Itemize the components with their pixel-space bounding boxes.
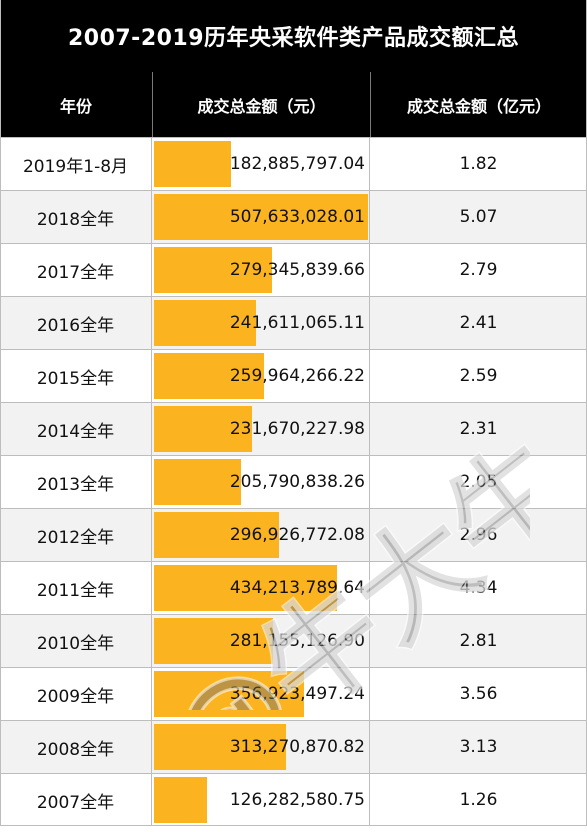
cell-total-yi: 2.79 — [459, 260, 498, 280]
table-row: 2009全年 356,923,497.24 3.56 — [0, 667, 587, 720]
total-yuan-value: 313,270,870.82 — [229, 737, 365, 757]
amount-bar — [154, 141, 231, 187]
cell-total-yi: 1.82 — [459, 154, 498, 174]
table-row: 2018全年 507,633,028.01 5.07 — [0, 190, 587, 243]
cell-total-yuan: 231,670,227.98 — [152, 403, 370, 455]
cell-total-yuan: 241,611,065.11 — [152, 297, 370, 349]
table-bottom-border — [0, 825, 587, 826]
amount-bar — [154, 618, 273, 664]
cell-total-yi: 2.81 — [459, 631, 498, 651]
cell-total-yuan: 313,270,870.82 — [152, 721, 370, 773]
total-yuan-value: 281,155,126.90 — [229, 631, 365, 651]
cell-total-yi: 3.56 — [459, 684, 498, 704]
header-year: 年份 — [59, 96, 92, 116]
table-row: 2017全年 279,345,839.66 2.79 — [0, 243, 587, 296]
amount-bar — [154, 353, 264, 399]
cell-total-yi: 1.26 — [459, 790, 498, 810]
cell-total-yuan: 259,964,266.22 — [152, 350, 370, 402]
cell-year: 2015全年 — [0, 350, 152, 402]
table-title: 2007-2019历年央采软件类产品成交额汇总 — [0, 0, 587, 72]
cell-total-yuan: 182,885,797.04 — [152, 138, 370, 190]
amount-bar — [154, 512, 279, 558]
amount-bar — [154, 194, 368, 240]
total-yuan-value: 356,923,497.24 — [229, 684, 365, 704]
cell-total-yuan: 296,926,772.08 — [152, 509, 370, 561]
cell-total-yuan: 356,923,497.24 — [152, 668, 370, 720]
cell-total-yuan: 434,213,789.64 — [152, 562, 370, 614]
cell-total-yuan: 281,155,126.90 — [152, 615, 370, 667]
table-row: 2014全年 231,670,227.98 2.31 — [0, 402, 587, 455]
table-row: 2010全年 281,155,126.90 2.81 — [0, 614, 587, 667]
cell-total-yi: 2.59 — [459, 366, 498, 386]
cell-year: 2011全年 — [0, 562, 152, 614]
total-yuan-value: 241,611,065.11 — [229, 313, 365, 333]
table-row: 2015全年 259,964,266.22 2.59 — [0, 349, 587, 402]
cell-year: 2010全年 — [0, 615, 152, 667]
cell-total-yi: 2.96 — [459, 525, 498, 545]
table-row: 2007全年 126,282,580.75 1.26 — [0, 773, 587, 826]
cell-year: 2007全年 — [0, 774, 152, 826]
table-row: 2016全年 241,611,065.11 2.41 — [0, 296, 587, 349]
cell-year: 2009全年 — [0, 668, 152, 720]
cell-total-yuan: 126,282,580.75 — [152, 774, 370, 826]
cell-year: 2017全年 — [0, 244, 152, 296]
amount-bar — [154, 300, 256, 346]
total-yuan-value: 205,790,838.26 — [229, 472, 365, 492]
total-yuan-value: 182,885,797.04 — [229, 154, 365, 174]
total-yuan-value: 231,670,227.98 — [229, 419, 365, 439]
cell-year: 2008全年 — [0, 721, 152, 773]
table-row: 2019年1-8月 182,885,797.04 1.82 — [0, 137, 587, 190]
amount-bar — [154, 671, 304, 717]
total-yuan-value: 434,213,789.64 — [229, 578, 365, 598]
table-row: 2012全年 296,926,772.08 2.96 — [0, 508, 587, 561]
cell-total-yi: 4.34 — [459, 578, 498, 598]
cell-year: 2013全年 — [0, 456, 152, 508]
amount-bar — [154, 406, 252, 452]
amount-bar — [154, 724, 286, 770]
cell-total-yi: 2.41 — [459, 313, 498, 333]
amount-bar — [154, 777, 207, 823]
total-yuan-value: 507,633,028.01 — [229, 207, 365, 227]
table-row: 2013全年 205,790,838.26 2.05 — [0, 455, 587, 508]
cell-total-yi: 5.07 — [459, 207, 498, 227]
total-yuan-value: 259,964,266.22 — [229, 366, 365, 386]
amount-bar — [154, 247, 272, 293]
total-yuan-value: 296,926,772.08 — [229, 525, 365, 545]
cell-year: 2019年1-8月 — [0, 138, 152, 190]
cell-total-yuan: 507,633,028.01 — [152, 191, 370, 243]
header-total-yi: 成交总金额（亿元） — [370, 72, 587, 137]
table-row: 2011全年 434,213,789.64 4.34 — [0, 561, 587, 614]
cell-total-yuan: 205,790,838.26 — [152, 456, 370, 508]
cell-total-yi: 2.31 — [459, 419, 498, 439]
cell-year: 2016全年 — [0, 297, 152, 349]
total-yuan-value: 279,345,839.66 — [229, 260, 365, 280]
cell-total-yi: 3.13 — [459, 737, 498, 757]
amount-bar — [154, 565, 337, 611]
cell-year: 2018全年 — [0, 191, 152, 243]
table-row: 2008全年 313,270,870.82 3.13 — [0, 720, 587, 773]
cell-total-yi: 2.05 — [459, 472, 498, 492]
header-total-yuan: 成交总金额（元） — [152, 72, 370, 137]
cell-year: 2014全年 — [0, 403, 152, 455]
amount-bar — [154, 459, 241, 505]
header-row: 年份 成交总金额（元） 成交总金额（亿元） — [0, 72, 587, 137]
cell-year: 2012全年 — [0, 509, 152, 561]
total-yuan-value: 126,282,580.75 — [229, 790, 365, 810]
cell-total-yuan: 279,345,839.66 — [152, 244, 370, 296]
